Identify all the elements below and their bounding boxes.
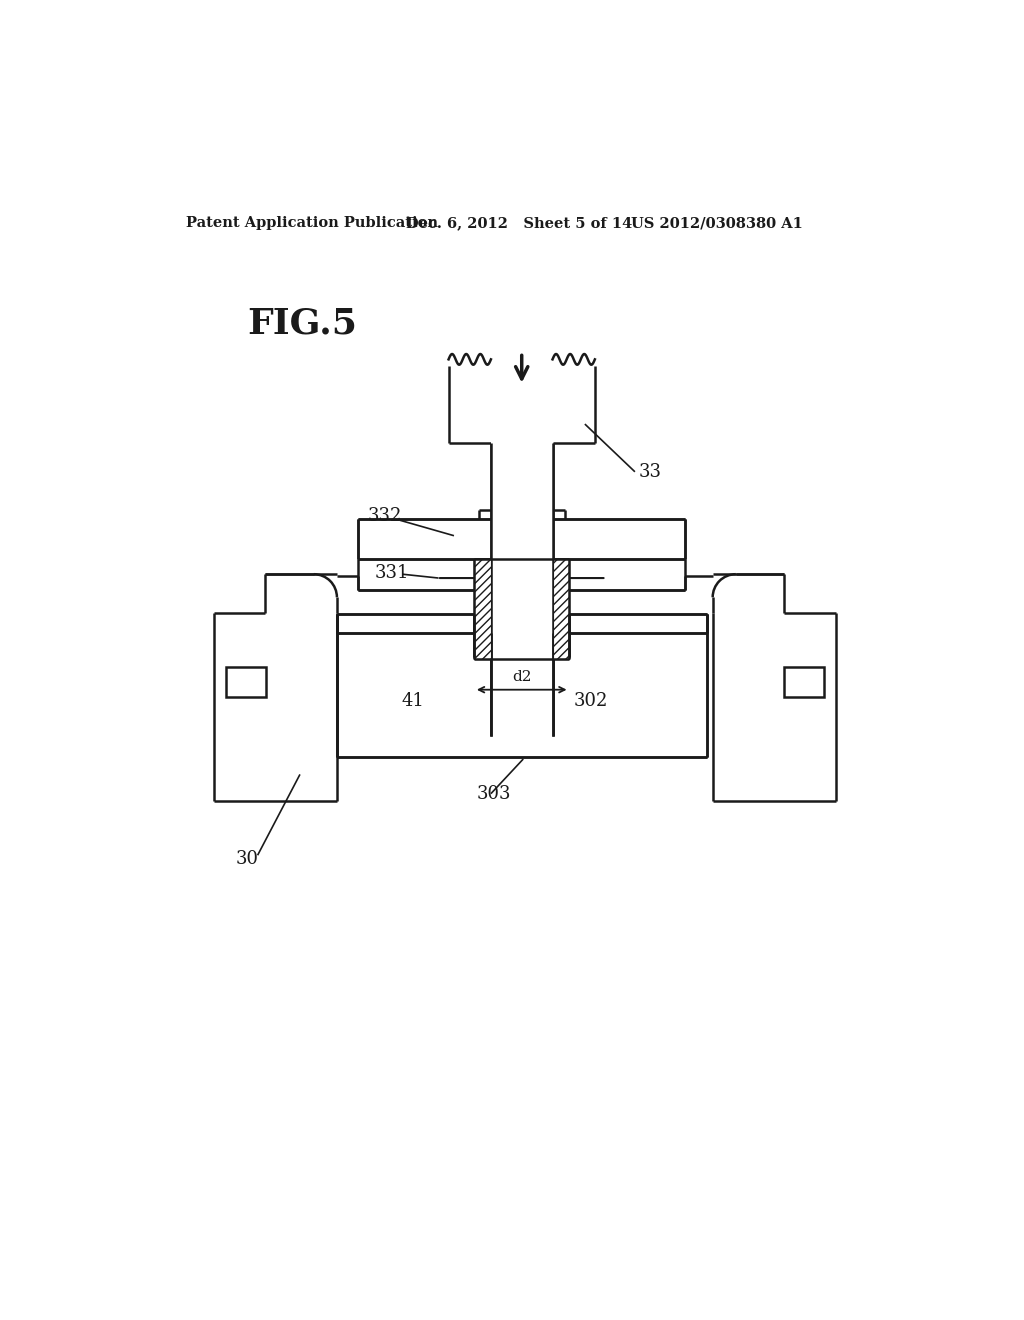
Text: d2: d2 [512,671,531,684]
Text: 302: 302 [573,692,607,710]
Bar [553,558,569,659]
Bar [783,667,823,697]
Text: 303: 303 [477,784,512,803]
Text: Dec. 6, 2012   Sheet 5 of 14: Dec. 6, 2012 Sheet 5 of 14 [407,216,633,230]
Text: Patent Application Publication: Patent Application Publication [186,216,438,230]
Text: 33: 33 [639,463,662,480]
Text: US 2012/0308380 A1: US 2012/0308380 A1 [631,216,803,230]
Bar [474,558,490,659]
Bar [490,364,553,737]
Text: 30: 30 [237,850,259,869]
Bar [474,558,490,659]
Bar [226,667,266,697]
Text: 331: 331 [375,564,410,582]
Bar [553,558,569,659]
Text: 332: 332 [368,507,402,524]
Text: 41: 41 [401,692,425,710]
Bar [338,634,706,758]
Text: FIG.5: FIG.5 [248,308,357,341]
